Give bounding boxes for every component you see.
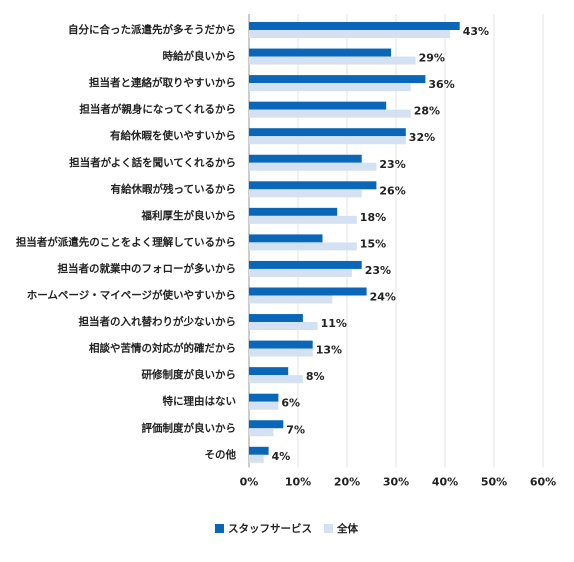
category-label: ホームページ・マイページが使いやすいから [27,289,236,302]
data-label: 13% [316,344,342,357]
x-tick-label: 10% [285,475,311,488]
data-label: 29% [419,52,445,65]
bar-overall [249,375,303,384]
legend-label-staffservice: スタッフサービス [228,522,312,535]
category-label: 担当者の入れ替わりが少ないから [79,315,237,328]
legend-label-overall: 全体 [336,522,358,535]
bar-overall [249,322,318,331]
bar-overall [249,83,411,92]
bar-overall [249,56,416,65]
data-label: 32% [409,131,435,144]
data-label: 23% [365,264,391,277]
data-label: 18% [360,211,386,224]
data-label: 24% [370,291,396,304]
x-tick-label: 60% [530,475,556,488]
legend-swatch-overall [324,524,333,533]
data-label: 28% [414,105,440,118]
bar-overall [249,109,411,118]
category-label: 特に理由はない [163,395,237,408]
bar-overall [249,189,362,198]
data-label: 6% [281,397,300,410]
category-label: 担当者と連絡が取りやすいから [89,76,236,89]
bar-overall [249,348,313,357]
category-label: 福利厚生が良いから [141,209,237,222]
bar-overall [249,136,406,145]
legend-swatch-staffservice [215,524,224,533]
bar-staffservice [249,420,284,429]
bar-staffservice [249,207,338,216]
data-label: 43% [463,25,489,38]
category-label: 担当者が派遣先のことをよく理解しているから [16,235,236,248]
bar-staffservice [249,367,289,376]
bar-staffservice [249,446,269,455]
x-tick-label: 30% [383,475,409,488]
bar-overall [249,454,264,463]
category-label: 自分に合った派遣先が多そうだから [68,23,236,36]
x-tick-label: 40% [432,475,458,488]
category-label: 担当者がよく話を聞いてくれるから [69,156,236,169]
category-label: 有給休暇を使いやすいから [110,129,236,142]
category-label: 相談や苦情の対応が的確だから [89,342,236,355]
x-tick-label: 50% [481,475,507,488]
data-label: 26% [379,184,405,197]
category-label: 担当者の就業中のフォローが多いから [58,262,237,275]
bar-staffservice [249,314,303,323]
data-label: 23% [379,158,405,171]
data-label: 4% [272,450,291,463]
data-label: 11% [321,317,347,330]
bar-staffservice [249,393,279,402]
x-tick-label: 20% [334,475,360,488]
bar-staffservice [249,75,426,84]
bar-staffservice [249,340,313,349]
bar-overall [249,30,450,38]
bar-overall [249,162,377,171]
category-label: 評価制度が良いから [142,421,237,434]
data-label: 36% [428,78,454,91]
bar-staffservice [249,234,323,243]
bar-staffservice [249,128,406,137]
data-label: 8% [306,370,325,383]
bar-staffservice [249,260,362,269]
category-label: 時給が良いから [163,50,237,63]
bar-overall [249,401,279,410]
bar-overall [249,295,333,304]
bar-staffservice [249,22,460,30]
bar-overall [249,428,274,437]
bar-staffservice [249,181,377,190]
bar-overall [249,268,352,277]
bar-overall [249,242,357,251]
bar-staffservice [249,101,387,110]
category-label: 有給休暇が残っているから [111,182,236,195]
bar-overall [249,215,357,224]
category-label: その他 [205,448,237,461]
category-label: 研修制度が良いから [142,368,237,381]
category-label: 担当者が親身になってくれるから [79,103,236,116]
x-tick-label: 0% [240,475,259,488]
bar-staffservice [249,154,362,163]
bar-staffservice [249,287,367,296]
bar-staffservice [249,48,392,57]
data-label: 7% [286,423,305,436]
data-label: 15% [360,237,386,250]
